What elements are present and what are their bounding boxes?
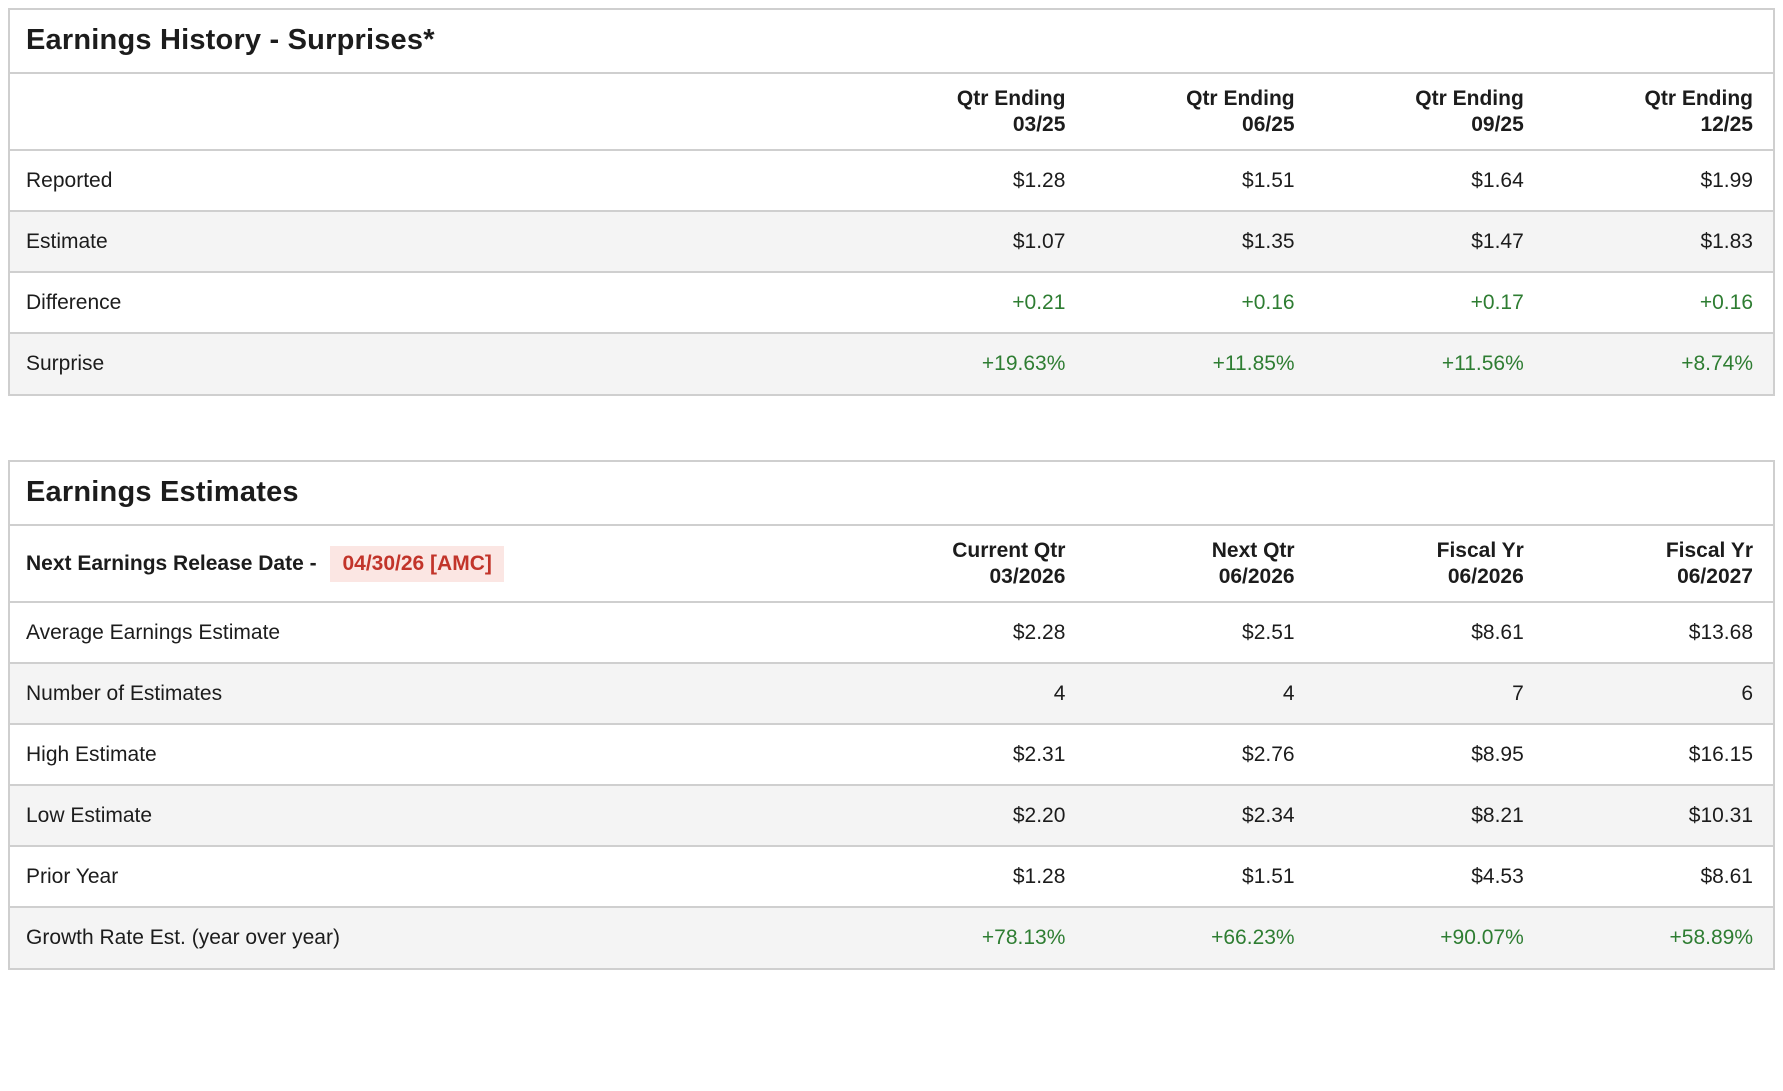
column-header-qtr-1225: Qtr Ending 12/25 (1543, 74, 1773, 152)
cell-value: $1.07 (1012, 229, 1066, 253)
cell-value-positive: +90.07% (1440, 926, 1524, 950)
cell-value: $2.76 (1242, 742, 1295, 766)
next-earnings-release-date: Next Earnings Release Date - 04/30/26 [A… (10, 526, 857, 604)
cell-value: 4 (1282, 681, 1295, 705)
row-high-estimate: High Estimate $2.31 $2.76 $8.95 $16.15 (10, 724, 1773, 785)
row-label: Prior Year (26, 864, 119, 888)
cell-value: $1.83 (1700, 229, 1753, 253)
row-estimate: Estimate $1.07 $1.35 $1.47 $1.83 (10, 211, 1773, 273)
cell-value-positive: +0.17 (1470, 290, 1524, 314)
earnings-history-table: Qtr Ending 03/25 Qtr Ending 06/25 Qtr Endi… (10, 74, 1773, 395)
corner-cell (10, 74, 857, 152)
cell-value: $8.95 (1471, 742, 1524, 766)
cell-value-positive: +11.85% (1212, 352, 1295, 376)
earnings-estimates-section: Earnings Estimates Next Earnings Release… (8, 460, 1775, 971)
row-label: High Estimate (26, 742, 157, 766)
cell-value: $1.47 (1471, 229, 1524, 253)
cell-value: $2.28 (1012, 620, 1066, 644)
cell-value-positive: +19.63% (981, 352, 1066, 376)
cell-value: $8.61 (1700, 864, 1753, 888)
column-header-qtr-0625: Qtr Ending 06/25 (1085, 74, 1315, 152)
cell-value: $8.61 (1471, 620, 1524, 644)
row-difference: Difference +0.21 +0.16 +0.17 +0.16 (10, 272, 1773, 333)
cell-value: $2.31 (1012, 742, 1066, 766)
row-growth-rate-estimate: Growth Rate Est. (year over year) +78.13… (10, 907, 1773, 969)
row-label: Difference (26, 290, 122, 314)
earnings-history-header-row: Qtr Ending 03/25 Qtr Ending 06/25 Qtr Endi… (10, 74, 1773, 152)
cell-value-positive: +0.16 (1699, 290, 1753, 314)
cell-value: $4.53 (1471, 864, 1524, 888)
cell-value: $2.20 (1012, 803, 1066, 827)
cell-value-positive: +66.23% (1211, 926, 1295, 950)
column-header-qtr-0325: Qtr Ending 03/25 (856, 74, 1086, 152)
cell-value: $1.28 (1012, 168, 1066, 192)
row-low-estimate: Low Estimate $2.20 $2.34 $8.21 $10.31 (10, 785, 1773, 847)
cell-value: 6 (1741, 681, 1753, 705)
next-earnings-release-date-label: Next Earnings Release Date - (26, 552, 317, 576)
row-label: Reported (26, 168, 113, 192)
earnings-history-title: Earnings History - Surprises* (10, 10, 1773, 74)
earnings-history-surprises-section: Earnings History - Surprises* Qtr Ending… (8, 8, 1775, 397)
row-number-of-estimates: Number of Estimates 4 4 7 6 (10, 663, 1773, 725)
cell-value: $1.28 (1012, 864, 1066, 888)
row-label: Growth Rate Est. (year over year) (26, 926, 340, 950)
earnings-estimates-title: Earnings Estimates (10, 462, 1773, 527)
cell-value: $1.99 (1700, 168, 1753, 192)
cell-value: $1.51 (1242, 864, 1295, 888)
earnings-estimates-header-row: Next Earnings Release Date - 04/30/26 [A… (10, 526, 1773, 604)
column-header-fiscal-yr-2026: Fiscal Yr 06/2026 (1314, 526, 1544, 604)
row-label: Estimate (26, 229, 108, 253)
cell-value: $13.68 (1688, 620, 1753, 644)
row-label: Average Earnings Estimate (26, 620, 281, 644)
cell-value-positive: +78.13% (981, 926, 1066, 950)
column-header-qtr-0925: Qtr Ending 09/25 (1314, 74, 1544, 152)
next-earnings-release-date-value: 04/30/26 [AMC] (330, 546, 504, 582)
earnings-estimates-table: Next Earnings Release Date - 04/30/26 [A… (10, 526, 1773, 969)
cell-value-positive: +58.89% (1669, 926, 1754, 950)
row-surprise: Surprise +19.63% +11.85% +11.56% +8.74% (10, 333, 1773, 395)
cell-value: $1.35 (1242, 229, 1295, 253)
cell-value-positive: +11.56% (1441, 352, 1524, 376)
column-header-next-qtr: Next Qtr 06/2026 (1085, 526, 1315, 604)
row-prior-year: Prior Year $1.28 $1.51 $4.53 $8.61 (10, 846, 1773, 907)
cell-value: $10.31 (1688, 803, 1753, 827)
row-label: Number of Estimates (26, 681, 223, 705)
row-label: Low Estimate (26, 803, 153, 827)
cell-value: $16.15 (1688, 742, 1753, 766)
row-reported: Reported $1.28 $1.51 $1.64 $1.99 (10, 150, 1773, 211)
cell-value: $1.64 (1471, 168, 1524, 192)
row-average-earnings-estimate: Average Earnings Estimate $2.28 $2.51 $8… (10, 602, 1773, 663)
row-label: Surprise (26, 352, 105, 376)
column-header-current-qtr: Current Qtr 03/2026 (856, 526, 1086, 604)
cell-value: $8.21 (1471, 803, 1524, 827)
cell-value-positive: +0.21 (1012, 290, 1066, 314)
cell-value: $1.51 (1242, 168, 1295, 192)
cell-value: $2.34 (1242, 803, 1295, 827)
cell-value-positive: +0.16 (1241, 290, 1295, 314)
column-header-fiscal-yr-2027: Fiscal Yr 06/2027 (1543, 526, 1773, 604)
cell-value: 7 (1512, 681, 1524, 705)
cell-value: 4 (1053, 681, 1066, 705)
cell-value-positive: +8.74% (1681, 352, 1753, 376)
cell-value: $2.51 (1242, 620, 1295, 644)
